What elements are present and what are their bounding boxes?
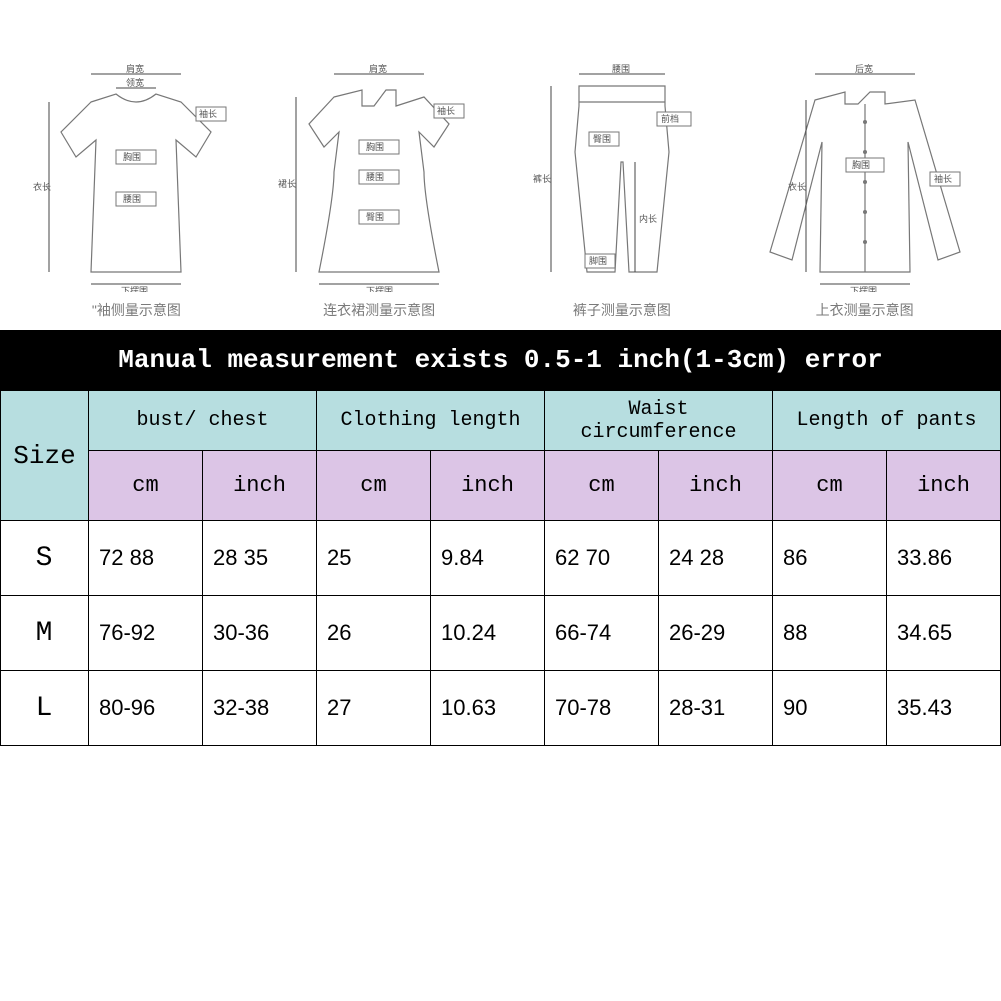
measurement-banner: Manual measurement exists 0.5-1 inch(1-3…: [0, 330, 1001, 390]
col-length: Clothing length: [317, 391, 545, 451]
svg-text:肩宽: 肩宽: [126, 63, 144, 74]
value-cell: 35.43: [887, 671, 1001, 746]
garment-pants: 腰围 前档 臀围 裤长 内长 脚围 裤子测量示意图: [506, 62, 739, 320]
table-row: L80-9632-382710.6370-7828-319035.43: [1, 671, 1001, 746]
svg-text:腰围: 腰围: [612, 64, 630, 74]
value-cell: 76-92: [89, 596, 203, 671]
value-cell: 80-96: [89, 671, 203, 746]
value-cell: 30-36: [203, 596, 317, 671]
table-row: M76-9230-362610.2466-7426-298834.65: [1, 596, 1001, 671]
size-cell: S: [1, 521, 89, 596]
col-bust: bust/ chest: [89, 391, 317, 451]
unit-cm: cm: [545, 451, 659, 521]
svg-text:领宽: 领宽: [126, 77, 144, 88]
svg-text:裤长: 裤长: [533, 173, 551, 184]
svg-text:腰围: 腰围: [366, 172, 384, 182]
svg-text:胸围: 胸围: [123, 151, 141, 162]
svg-text:臀围: 臀围: [593, 134, 611, 144]
value-cell: 26: [317, 596, 431, 671]
svg-text:衣长: 衣长: [788, 181, 806, 192]
dress-icon: 肩宽 胸围 腰围 臀围 裙长 袖长 下摆围: [274, 62, 484, 292]
diagram-row: 肩宽 领宽 胸围 腰围 衣长 袖长 下摆围 "袖侧量示意图 肩宽: [0, 0, 1001, 330]
caption-pants: 裤子测量示意图: [573, 300, 671, 320]
svg-text:袖长: 袖长: [199, 108, 217, 119]
value-cell: 62 70: [545, 521, 659, 596]
size-table-head: Size bust/ chest Clothing length Waist c…: [1, 391, 1001, 521]
pants-icon: 腰围 前档 臀围 裤长 内长 脚围: [517, 62, 727, 292]
svg-text:后宽: 后宽: [855, 63, 873, 74]
garment-dress: 肩宽 胸围 腰围 臀围 裙长 袖长 下摆围 连衣裙测量示意图: [263, 62, 496, 320]
size-header: Size: [1, 391, 89, 521]
svg-text:袖长: 袖长: [934, 173, 952, 184]
value-cell: 70-78: [545, 671, 659, 746]
value-cell: 26-29: [659, 596, 773, 671]
value-cell: 66-74: [545, 596, 659, 671]
value-cell: 28-31: [659, 671, 773, 746]
unit-cm: cm: [317, 451, 431, 521]
value-cell: 28 35: [203, 521, 317, 596]
svg-text:前档: 前档: [661, 113, 679, 124]
size-cell: M: [1, 596, 89, 671]
col-pants: Length of pants: [773, 391, 1001, 451]
svg-text:下摆围: 下摆围: [121, 285, 148, 292]
svg-text:臀围: 臀围: [366, 212, 384, 222]
svg-text:腰围: 腰围: [123, 194, 141, 204]
svg-text:袖长: 袖长: [437, 105, 455, 116]
svg-text:衣长: 衣长: [33, 181, 51, 192]
value-cell: 27: [317, 671, 431, 746]
unit-cm: cm: [773, 451, 887, 521]
caption-dress: 连衣裙测量示意图: [323, 300, 435, 320]
svg-text:胸围: 胸围: [366, 141, 384, 152]
value-cell: 24 28: [659, 521, 773, 596]
svg-text:下摆围: 下摆围: [850, 285, 877, 292]
value-cell: 33.86: [887, 521, 1001, 596]
unit-inch: inch: [203, 451, 317, 521]
garment-shirt: 后宽 胸围 衣长 袖长 下摆围 上衣测量示意图: [748, 62, 981, 320]
svg-text:胸围: 胸围: [852, 159, 870, 170]
svg-text:脚围: 脚围: [589, 256, 607, 266]
svg-text:内长: 内长: [639, 213, 657, 224]
caption-shirt: 上衣测量示意图: [816, 300, 914, 320]
col-waist: Waist circumference: [545, 391, 773, 451]
svg-text:下摆围: 下摆围: [366, 285, 393, 292]
unit-inch: inch: [659, 451, 773, 521]
unit-inch: inch: [887, 451, 1001, 521]
svg-text:裙长: 裙长: [278, 178, 296, 189]
value-cell: 25: [317, 521, 431, 596]
value-cell: 10.63: [431, 671, 545, 746]
size-cell: L: [1, 671, 89, 746]
size-table: Size bust/ chest Clothing length Waist c…: [0, 390, 1001, 746]
caption-tshirt: "袖侧量示意图: [92, 300, 181, 320]
value-cell: 90: [773, 671, 887, 746]
value-cell: 9.84: [431, 521, 545, 596]
svg-text:肩宽: 肩宽: [369, 63, 387, 74]
unit-inch: inch: [431, 451, 545, 521]
size-table-body: S72 8828 35259.8462 7024 288633.86M76-92…: [1, 521, 1001, 746]
table-row: S72 8828 35259.8462 7024 288633.86: [1, 521, 1001, 596]
value-cell: 72 88: [89, 521, 203, 596]
garment-tshirt: 肩宽 领宽 胸围 腰围 衣长 袖长 下摆围 "袖侧量示意图: [20, 62, 253, 320]
value-cell: 34.65: [887, 596, 1001, 671]
unit-cm: cm: [89, 451, 203, 521]
value-cell: 10.24: [431, 596, 545, 671]
value-cell: 88: [773, 596, 887, 671]
value-cell: 32-38: [203, 671, 317, 746]
value-cell: 86: [773, 521, 887, 596]
shirt-icon: 后宽 胸围 衣长 袖长 下摆围: [750, 62, 980, 292]
tshirt-icon: 肩宽 领宽 胸围 腰围 衣长 袖长 下摆围: [31, 62, 241, 292]
